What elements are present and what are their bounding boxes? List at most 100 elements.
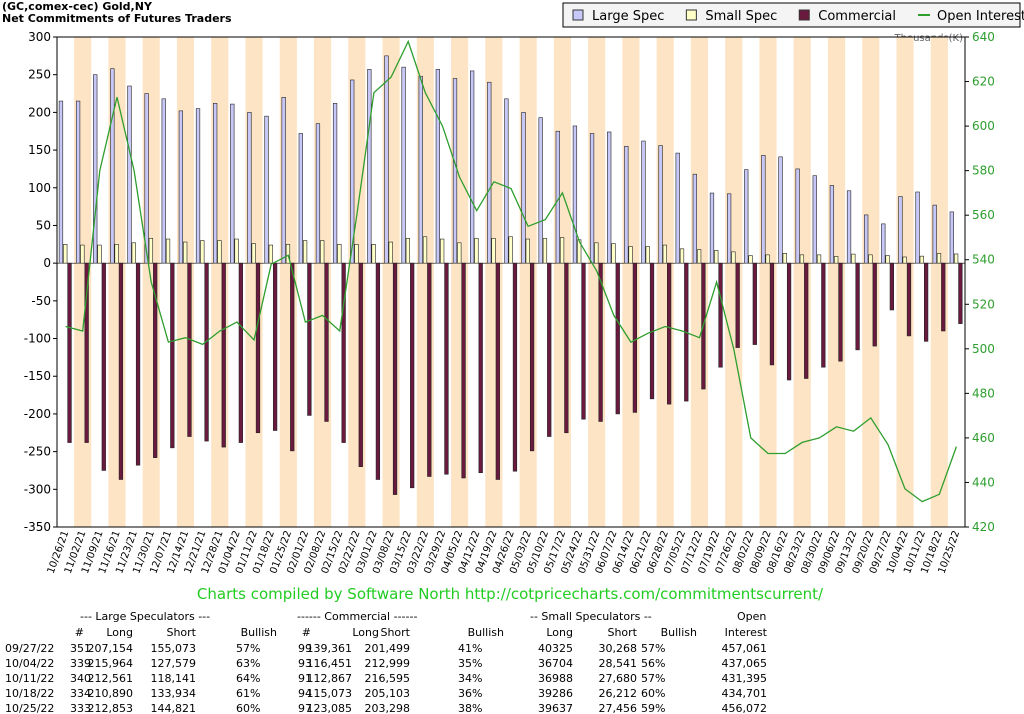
table-cell: 139,361 xyxy=(307,642,353,655)
y2-tick-label: 460 xyxy=(972,431,995,445)
stripe xyxy=(896,37,914,527)
table-cell: 457,061 xyxy=(722,642,768,655)
stripe xyxy=(690,37,709,527)
bar xyxy=(714,250,719,264)
table-cell: 116,451 xyxy=(307,657,353,670)
table-cell: 351 xyxy=(70,642,91,655)
bar xyxy=(427,262,432,477)
open-interest-line xyxy=(65,39,958,503)
table-cell: 207,154 xyxy=(88,642,134,655)
table-column-header: Short xyxy=(380,626,410,639)
table-column-header: Bullish xyxy=(661,626,697,639)
bar xyxy=(410,262,415,489)
bar xyxy=(290,262,295,452)
table-column-header: Interest xyxy=(725,626,768,639)
legend-box xyxy=(562,2,1021,28)
bar xyxy=(851,253,856,264)
bar xyxy=(457,242,462,264)
y2-tick-label: 520 xyxy=(972,297,995,311)
table-cell: 212,561 xyxy=(88,672,134,685)
bar xyxy=(538,117,543,264)
bar xyxy=(812,175,817,264)
legend-swatch xyxy=(798,9,810,21)
plot-frame xyxy=(56,36,966,528)
bar xyxy=(936,252,942,264)
bar xyxy=(512,262,518,472)
bar xyxy=(135,262,141,466)
y2-axis-label: Thousands(K) xyxy=(894,33,964,44)
bar xyxy=(401,66,406,264)
stripe xyxy=(862,37,880,527)
bar xyxy=(624,146,629,264)
bar xyxy=(731,251,736,264)
bar xyxy=(572,125,578,264)
table-cell: 434,701 xyxy=(722,687,768,700)
bar xyxy=(915,191,920,264)
table-cell: 144,821 xyxy=(151,702,197,714)
bar xyxy=(885,255,890,264)
bar xyxy=(581,262,586,420)
y-tick-label: -350 xyxy=(24,520,51,534)
stripe xyxy=(827,37,846,527)
bar xyxy=(58,100,64,264)
y2-tick-label: 420 xyxy=(972,520,995,534)
bar xyxy=(902,256,907,264)
table-column-header: Long xyxy=(352,626,379,639)
y2-tick-label: 480 xyxy=(972,386,995,400)
table-cell: 118,141 xyxy=(151,672,197,685)
table-cell: 27,680 xyxy=(599,672,638,685)
table-cell: 10/25/22 xyxy=(5,702,54,714)
y2-tick-label: 500 xyxy=(972,342,995,356)
bar xyxy=(607,131,612,264)
table-cell: 99 xyxy=(298,642,312,655)
table-column-header: # xyxy=(302,626,311,639)
bar xyxy=(178,110,184,264)
table-cell: 456,072 xyxy=(722,702,768,714)
bar xyxy=(341,262,346,443)
bar xyxy=(658,145,663,264)
table-cell: 40325 xyxy=(538,642,573,655)
bar xyxy=(418,75,423,264)
table-cell: 203,298 xyxy=(365,702,411,714)
bar xyxy=(84,262,89,443)
bar xyxy=(889,262,894,311)
bar xyxy=(118,262,124,480)
table-group-header: -- Small Speculators -- xyxy=(530,610,652,623)
y2-tick-label: 540 xyxy=(972,253,995,267)
bar xyxy=(217,240,222,264)
table-cell: 61% xyxy=(236,687,260,700)
bar xyxy=(542,237,548,264)
table-cell: 115,073 xyxy=(307,687,353,700)
bar xyxy=(799,254,805,264)
bar xyxy=(165,238,171,264)
bar xyxy=(778,156,783,264)
bar xyxy=(769,262,775,366)
chart-title: (GC,comex-cec) Gold,NY xyxy=(2,0,153,13)
y2-tick-label: 600 xyxy=(972,119,995,133)
bar xyxy=(332,103,338,264)
bar xyxy=(93,74,98,264)
table-cell: 35% xyxy=(458,657,482,670)
bar xyxy=(470,70,475,264)
table-cell: 123,085 xyxy=(307,702,353,714)
bar xyxy=(641,140,646,264)
y2-tick-label: 640 xyxy=(972,30,995,44)
bar xyxy=(234,238,239,264)
y-tick-label: 0 xyxy=(43,256,51,270)
bar xyxy=(645,246,650,264)
bar xyxy=(161,98,166,264)
bar xyxy=(350,79,355,264)
bar xyxy=(816,254,822,264)
table-column-header: # xyxy=(75,626,84,639)
table-cell: 26,212 xyxy=(599,687,638,700)
bar xyxy=(320,240,325,264)
bar xyxy=(302,240,308,264)
bar xyxy=(615,262,620,415)
bar xyxy=(718,262,723,368)
bar xyxy=(97,244,102,264)
bar xyxy=(598,262,603,422)
bar xyxy=(435,69,440,264)
bar xyxy=(452,78,458,264)
table-cell: 60% xyxy=(641,687,665,700)
bar xyxy=(525,238,530,264)
